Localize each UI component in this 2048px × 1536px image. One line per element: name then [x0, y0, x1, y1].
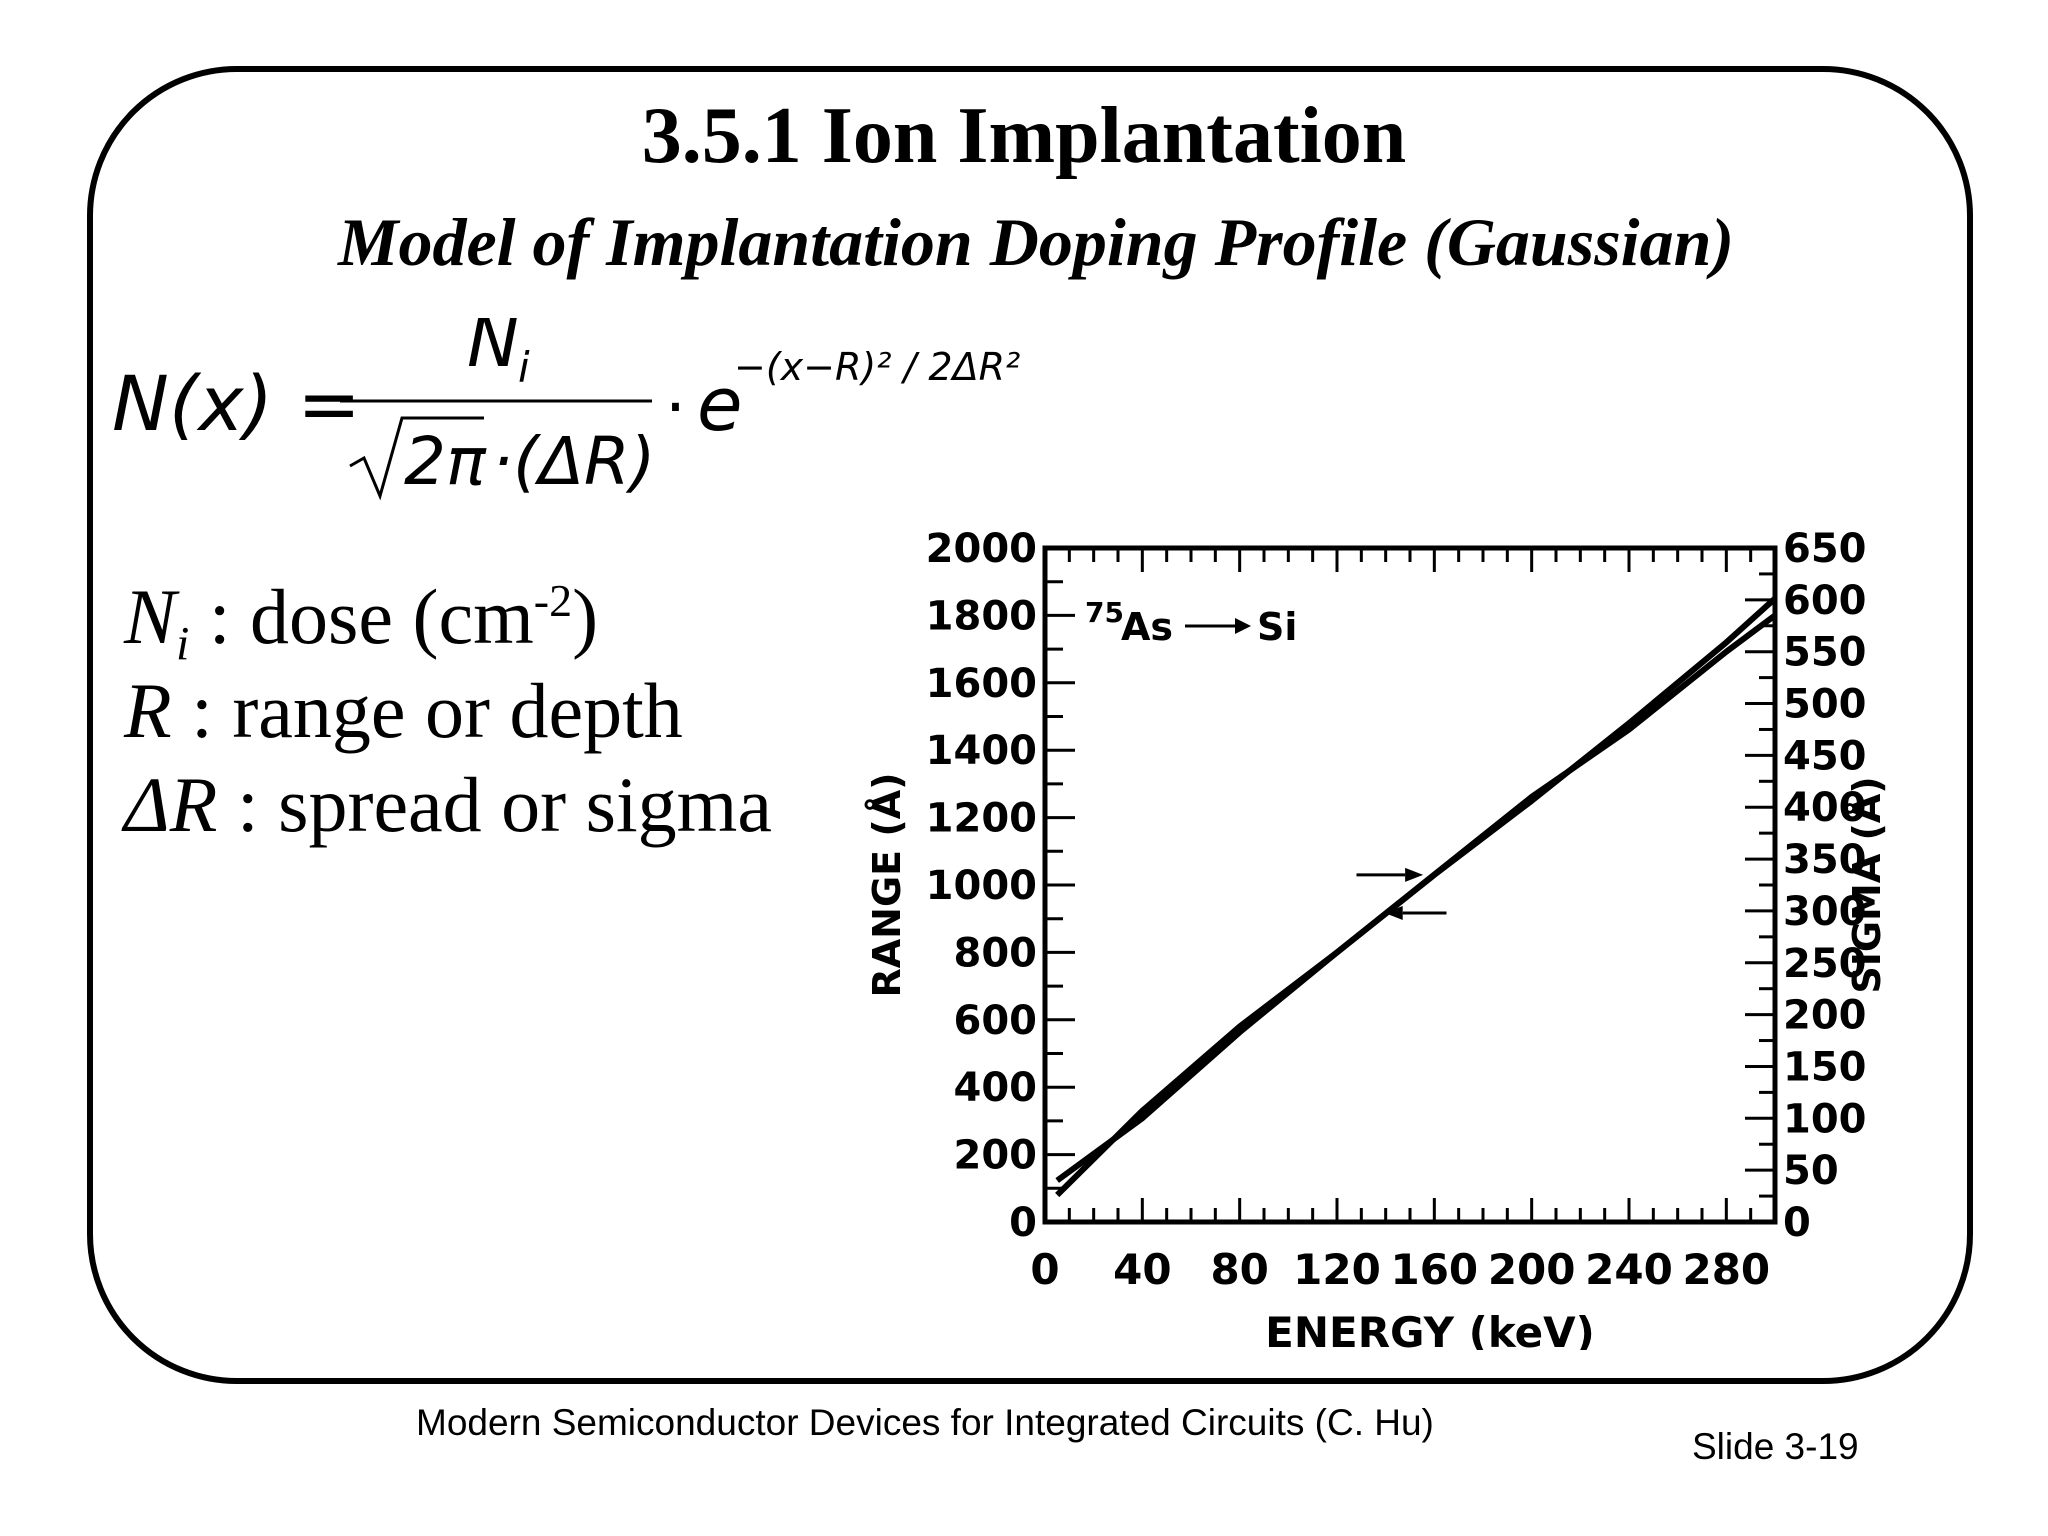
def-symbol: N	[124, 573, 177, 660]
def-symbol: ΔR	[124, 761, 218, 848]
range-sigma-chart: 0 40 80 120 160 200 240 28002004006008001000120…	[865, 526, 1889, 1350]
slide-title: 3.5.1 Ion Implantation	[641, 92, 1407, 180]
x-axis-label: ENERGY (keV)	[1265, 1308, 1595, 1350]
formula-root: 2π	[404, 423, 487, 500]
x-tick-label: 280	[1682, 1245, 1770, 1294]
x-tick-label: 80	[1210, 1245, 1268, 1294]
definition-dose: Ni : dose (cm-2)	[124, 578, 598, 669]
plot-frame	[1042, 545, 1778, 1225]
footer-book-title: Modern Semiconductor Devices for Integra…	[416, 1402, 1434, 1443]
plot-border	[1042, 545, 1778, 1225]
y-tick-label: 400	[954, 1065, 1038, 1111]
def-symbol: R	[124, 667, 172, 754]
definition-sigma: ΔR : spread or sigma	[124, 766, 772, 844]
y2-tick-label: 100	[1783, 1096, 1867, 1142]
annotation-ion: As	[1121, 605, 1173, 649]
def-text: : range or depth	[171, 667, 683, 754]
y2-tick-label: 500	[1783, 682, 1867, 728]
y2-tick-label: 150	[1783, 1044, 1867, 1090]
y-tick-label: 800	[954, 930, 1038, 976]
x-tick-label: 120	[1293, 1245, 1381, 1294]
y2-tick-label: 350	[1783, 837, 1867, 883]
x-tick-label: 240	[1585, 1245, 1673, 1294]
range-curve	[1055, 596, 1778, 1198]
range-pointer-arrow-head	[1405, 867, 1424, 882]
def-text: : dose (cm	[189, 573, 534, 660]
y-tick-label: 1800	[926, 593, 1037, 639]
sigma-pointer-arrow-head	[1384, 905, 1403, 920]
y2-axis-label: SIGMA (Å)	[1845, 776, 1889, 993]
axis-ticks	[1043, 546, 1777, 1224]
y-tick-label: 0	[1009, 1200, 1037, 1246]
y2-tick-label: 200	[1783, 993, 1867, 1039]
gaussian-formula: N(x) = N i 2π ·(ΔR) · e −(x−R)² / 2ΔR²	[112, 318, 1020, 501]
y2-tick-label: 550	[1783, 630, 1867, 676]
y-tick-label: 1600	[926, 661, 1037, 707]
formula-exponent: −(x−R)² / 2ΔR²	[734, 345, 1020, 389]
formula-numerator: N	[467, 318, 519, 383]
slide-frame	[87, 66, 1973, 1384]
y-tick-label: 200	[954, 1133, 1038, 1179]
x-tick-label: 200	[1488, 1245, 1576, 1294]
y2-tick-label: 650	[1783, 526, 1867, 572]
annotation-arrowhead	[1235, 618, 1251, 634]
y2-tick-label: 450	[1783, 733, 1867, 779]
annotation-target: Si	[1257, 605, 1297, 649]
y-tick-label: 600	[954, 998, 1038, 1044]
y-tick-label: 1400	[926, 728, 1037, 774]
y-tick-label: 2000	[926, 526, 1037, 572]
x-tick-label: 40	[1113, 1245, 1171, 1294]
sqrt-sign	[349, 416, 484, 501]
definition-range: R : range or depth	[124, 672, 683, 750]
formula-lhs: N(x) =	[112, 359, 361, 448]
series-lines	[1055, 596, 1778, 1198]
y2-tick-label: 400	[1783, 785, 1867, 831]
y2-tick-label: 600	[1783, 578, 1867, 624]
y2-tick-label: 50	[1783, 1148, 1839, 1194]
y-axis-label: RANGE (Å)	[865, 773, 909, 998]
y2-tick-label: 250	[1783, 941, 1867, 987]
annotation-mass: 75	[1085, 596, 1124, 629]
def-sub: i	[176, 617, 190, 671]
formula-denominator: ·(ΔR)	[492, 423, 656, 500]
def-tail: )	[572, 573, 599, 660]
formula-base: e	[697, 362, 743, 448]
y-tick-label: 1200	[926, 796, 1037, 842]
formula-numerator-sub: i	[518, 343, 530, 392]
footer-slide-number: Slide 3-19	[1692, 1426, 1859, 1467]
x-tick-label: 160	[1390, 1245, 1478, 1294]
tick-labels: 0 40 80 120 160 200 240 28002004006008001000120…	[865, 526, 1889, 1350]
formula-dot: ·	[665, 369, 686, 446]
y-tick-label: 1000	[926, 863, 1037, 909]
x-tick-label: 0	[1030, 1245, 1059, 1294]
sigma-curve	[1055, 612, 1777, 1183]
y2-tick-label: 300	[1783, 889, 1867, 935]
y2-tick-label: 0	[1783, 1200, 1811, 1246]
def-text: : spread or sigma	[217, 761, 772, 848]
def-sup: -2	[533, 575, 573, 626]
slide-subtitle: Model of Implantation Doping Profile (Ga…	[338, 204, 1735, 280]
